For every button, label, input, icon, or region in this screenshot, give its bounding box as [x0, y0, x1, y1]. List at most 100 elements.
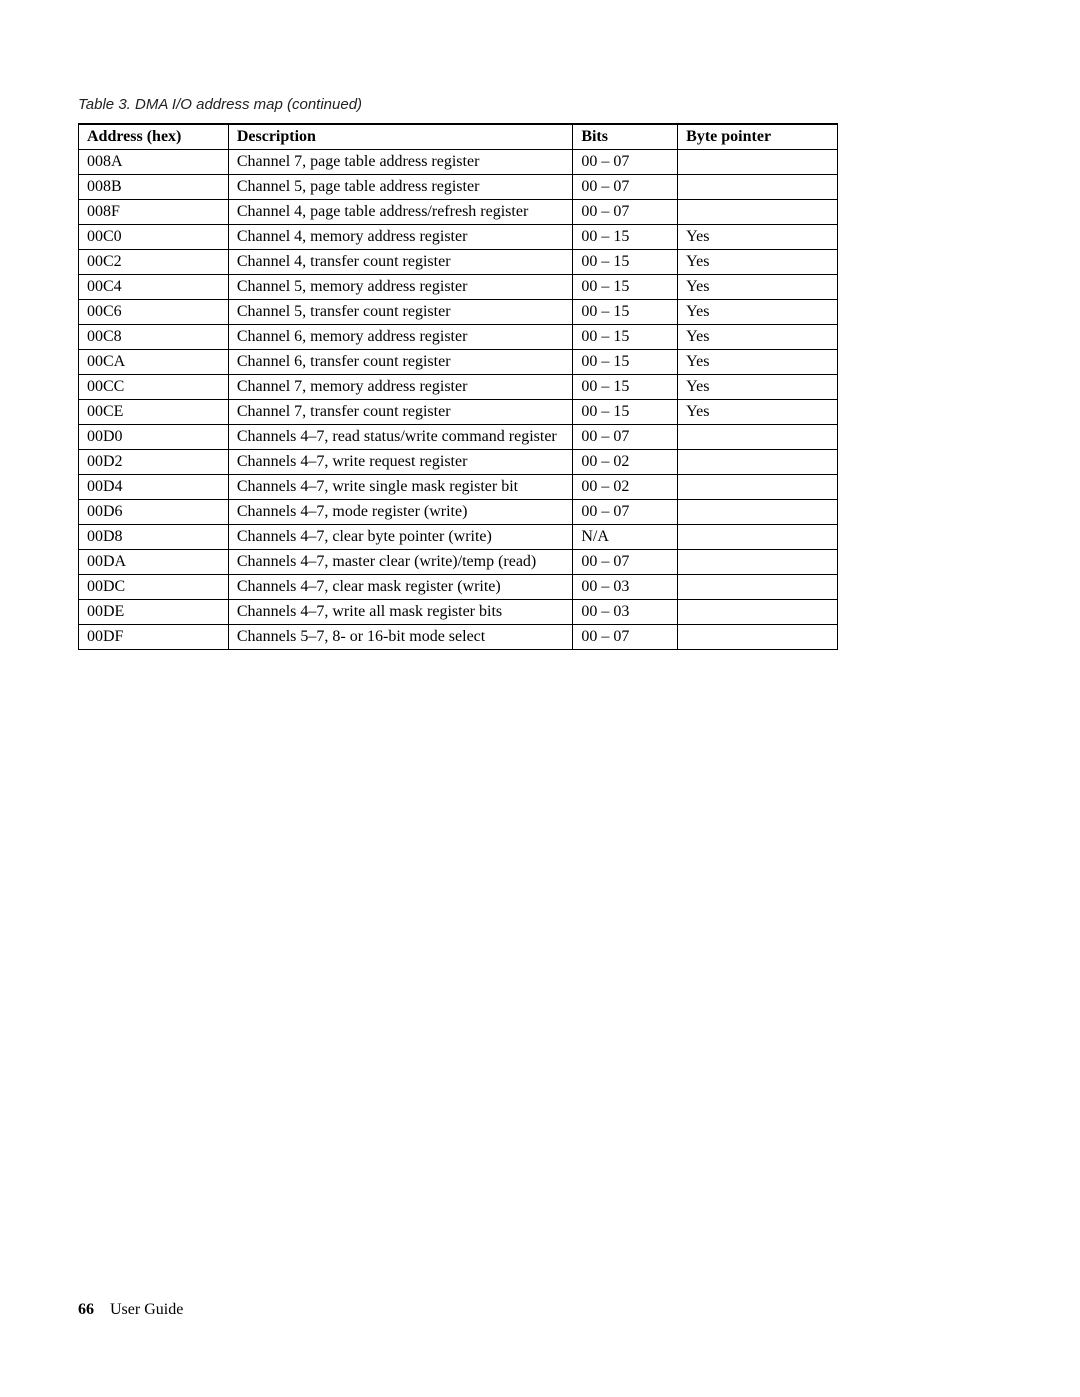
cell-description: Channel 5, page table address register — [228, 175, 572, 200]
table-row: 00C6Channel 5, transfer count register00… — [79, 300, 838, 325]
cell-bits: 00 – 07 — [573, 425, 678, 450]
table-row: 00CCChannel 7, memory address register00… — [79, 375, 838, 400]
cell-description: Channel 4, transfer count register — [228, 250, 572, 275]
table-header-row: Address (hex) Description Bits Byte poin… — [79, 124, 838, 150]
cell-address: 00CE — [79, 400, 229, 425]
cell-byte_pointer — [678, 450, 838, 475]
doc-title: User Guide — [110, 1301, 183, 1318]
cell-bits: N/A — [573, 525, 678, 550]
col-header-byte-pointer: Byte pointer — [678, 124, 838, 150]
cell-byte_pointer: Yes — [678, 400, 838, 425]
cell-address: 00D8 — [79, 525, 229, 550]
cell-address: 00C6 — [79, 300, 229, 325]
cell-byte_pointer — [678, 600, 838, 625]
table-row: 00C4Channel 5, memory address register00… — [79, 275, 838, 300]
cell-address: 008A — [79, 150, 229, 175]
col-header-address: Address (hex) — [79, 124, 229, 150]
cell-address: 00C8 — [79, 325, 229, 350]
col-header-description: Description — [228, 124, 572, 150]
cell-address: 00C2 — [79, 250, 229, 275]
cell-description: Channels 4–7, write single mask register… — [228, 475, 572, 500]
table-row: 00D8Channels 4–7, clear byte pointer (wr… — [79, 525, 838, 550]
cell-address: 00C4 — [79, 275, 229, 300]
cell-description: Channel 7, transfer count register — [228, 400, 572, 425]
cell-byte_pointer: Yes — [678, 275, 838, 300]
table-row: 00DAChannels 4–7, master clear (write)/t… — [79, 550, 838, 575]
cell-byte_pointer: Yes — [678, 250, 838, 275]
cell-address: 00D0 — [79, 425, 229, 450]
cell-address: 00C0 — [79, 225, 229, 250]
cell-byte_pointer — [678, 425, 838, 450]
cell-address: 00DC — [79, 575, 229, 600]
cell-description: Channel 6, transfer count register — [228, 350, 572, 375]
cell-address: 00CC — [79, 375, 229, 400]
cell-byte_pointer — [678, 150, 838, 175]
table-row: 00C0Channel 4, memory address register00… — [79, 225, 838, 250]
cell-bits: 00 – 07 — [573, 150, 678, 175]
cell-bits: 00 – 15 — [573, 375, 678, 400]
cell-description: Channel 5, transfer count register — [228, 300, 572, 325]
cell-byte_pointer — [678, 175, 838, 200]
cell-description: Channel 7, memory address register — [228, 375, 572, 400]
cell-bits: 00 – 03 — [573, 575, 678, 600]
cell-bits: 00 – 07 — [573, 175, 678, 200]
table-row: 00D6Channels 4–7, mode register (write)0… — [79, 500, 838, 525]
cell-bits: 00 – 07 — [573, 200, 678, 225]
cell-address: 00D6 — [79, 500, 229, 525]
cell-byte_pointer: Yes — [678, 375, 838, 400]
cell-bits: 00 – 15 — [573, 400, 678, 425]
cell-description: Channels 4–7, master clear (write)/temp … — [228, 550, 572, 575]
cell-address: 00CA — [79, 350, 229, 375]
cell-description: Channels 5–7, 8- or 16-bit mode select — [228, 625, 572, 650]
cell-bits: 00 – 15 — [573, 300, 678, 325]
cell-byte_pointer — [678, 200, 838, 225]
cell-address: 00D2 — [79, 450, 229, 475]
cell-byte_pointer: Yes — [678, 225, 838, 250]
cell-description: Channels 4–7, clear mask register (write… — [228, 575, 572, 600]
table-row: 008BChannel 5, page table address regist… — [79, 175, 838, 200]
cell-byte_pointer — [678, 500, 838, 525]
cell-bits: 00 – 15 — [573, 350, 678, 375]
table-row: 00D4Channels 4–7, write single mask regi… — [79, 475, 838, 500]
cell-byte_pointer — [678, 575, 838, 600]
table-row: 00DFChannels 5–7, 8- or 16-bit mode sele… — [79, 625, 838, 650]
cell-bits: 00 – 07 — [573, 500, 678, 525]
cell-bits: 00 – 07 — [573, 625, 678, 650]
cell-byte_pointer — [678, 550, 838, 575]
table-row: 00D2Channels 4–7, write request register… — [79, 450, 838, 475]
cell-bits: 00 – 07 — [573, 550, 678, 575]
cell-description: Channels 4–7, write request register — [228, 450, 572, 475]
table-row: 00DEChannels 4–7, write all mask registe… — [79, 600, 838, 625]
cell-address: 00DE — [79, 600, 229, 625]
cell-byte_pointer — [678, 525, 838, 550]
cell-description: Channels 4–7, read status/write command … — [228, 425, 572, 450]
cell-address: 00DF — [79, 625, 229, 650]
table-row: 00C2Channel 4, transfer count register00… — [79, 250, 838, 275]
cell-address: 00D4 — [79, 475, 229, 500]
cell-bits: 00 – 15 — [573, 225, 678, 250]
cell-byte_pointer: Yes — [678, 300, 838, 325]
cell-bits: 00 – 02 — [573, 450, 678, 475]
cell-description: Channels 4–7, mode register (write) — [228, 500, 572, 525]
cell-byte_pointer: Yes — [678, 350, 838, 375]
cell-description: Channel 6, memory address register — [228, 325, 572, 350]
cell-description: Channel 4, page table address/refresh re… — [228, 200, 572, 225]
cell-address: 00DA — [79, 550, 229, 575]
cell-byte_pointer: Yes — [678, 325, 838, 350]
cell-description: Channel 7, page table address register — [228, 150, 572, 175]
table-row: 008FChannel 4, page table address/refres… — [79, 200, 838, 225]
table-row: 00CAChannel 6, transfer count register00… — [79, 350, 838, 375]
cell-bits: 00 – 15 — [573, 275, 678, 300]
cell-bits: 00 – 15 — [573, 250, 678, 275]
cell-byte_pointer — [678, 625, 838, 650]
cell-bits: 00 – 15 — [573, 325, 678, 350]
page-number: 66 — [78, 1301, 94, 1318]
cell-address: 008F — [79, 200, 229, 225]
cell-description: Channel 4, memory address register — [228, 225, 572, 250]
cell-description: Channels 4–7, write all mask register bi… — [228, 600, 572, 625]
table-row: 00C8Channel 6, memory address register00… — [79, 325, 838, 350]
table-caption: Table 3. DMA I/O address map (continued) — [78, 96, 1002, 113]
cell-bits: 00 – 02 — [573, 475, 678, 500]
page-footer: 66 User Guide — [78, 1301, 183, 1319]
cell-bits: 00 – 03 — [573, 600, 678, 625]
